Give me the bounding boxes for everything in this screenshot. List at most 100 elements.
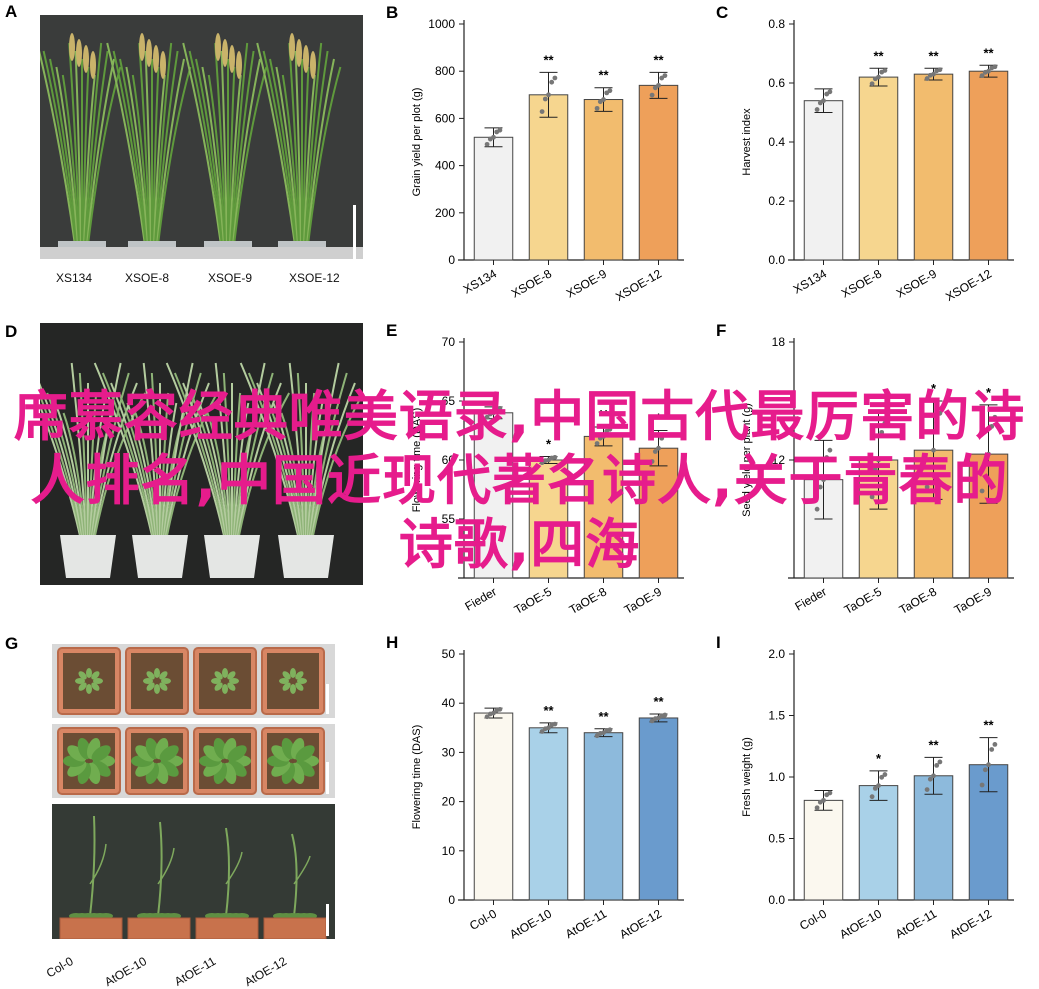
- replicate-point: [649, 92, 655, 98]
- replicate-point: [924, 76, 930, 81]
- rice-stem: [49, 58, 79, 248]
- replicate-point: [546, 92, 551, 98]
- wheat-stem: [237, 382, 282, 536]
- wheat-stem: [92, 372, 130, 536]
- rosette-leaf: [214, 682, 223, 691]
- rosette-leaf: [282, 682, 291, 691]
- flower-stem: [157, 847, 175, 885]
- wheat-stem: [54, 402, 85, 536]
- rosette-photo-mature: [52, 724, 335, 798]
- rosette-leaf: [159, 682, 168, 691]
- rosette-leaf: [91, 671, 100, 680]
- wheat-stem: [91, 362, 122, 536]
- bar: [638, 447, 679, 579]
- wheat-stem: [62, 412, 86, 536]
- rice-stem: [74, 50, 83, 248]
- rice-panicle: [222, 39, 228, 67]
- replicate-point: [927, 72, 933, 78]
- replicate-point: [872, 466, 878, 472]
- wheat-stem: [88, 392, 98, 536]
- y-tick-label: 0.6: [768, 76, 785, 90]
- panel-letter: H: [386, 633, 398, 652]
- rice-stem: [281, 74, 301, 248]
- replicate-point: [597, 435, 603, 441]
- x-tick-label: TaOE-9: [622, 584, 665, 617]
- rice-stem: [220, 50, 229, 248]
- wheat-stem: [94, 392, 146, 536]
- significance-mark: *: [876, 391, 882, 406]
- rosette-photo-young: [52, 644, 335, 718]
- rice-panicle: [236, 51, 242, 79]
- x-tick-label: XSOE-8: [509, 266, 554, 300]
- flower-stem: [225, 827, 230, 917]
- rosette-leaf: [135, 745, 155, 762]
- wheat-stem: [160, 392, 170, 536]
- rice-stem: [304, 50, 329, 248]
- rice-stem: [262, 50, 298, 248]
- pot: [58, 241, 106, 251]
- replicate-point: [924, 787, 930, 793]
- wheat-stem: [173, 372, 226, 536]
- rosette-leaf: [161, 678, 171, 684]
- rice-stem: [227, 66, 236, 248]
- replicate-point: [487, 411, 493, 417]
- wheat-stem: [280, 412, 304, 536]
- rosette-leaf: [282, 671, 291, 680]
- wheat-stem: [232, 392, 242, 536]
- wheat-stem: [165, 382, 210, 536]
- significance-mark: **: [653, 52, 664, 67]
- replicate-point: [992, 742, 998, 747]
- significance-mark: *: [876, 751, 882, 766]
- y-tick-label: 0.2: [768, 194, 785, 208]
- pot: [128, 241, 176, 251]
- wheat-stem: [247, 372, 300, 536]
- wheat-stem: [233, 402, 250, 536]
- rosette-leaf: [91, 682, 100, 691]
- replicate-point: [604, 428, 610, 434]
- rosette-leaf: [159, 745, 179, 762]
- wheat-stem: [235, 362, 266, 536]
- replicate-point: [827, 447, 833, 453]
- rice-plants-drawing: [40, 15, 363, 259]
- rice-stem: [61, 74, 81, 248]
- replicate-point: [659, 435, 665, 441]
- bar: [803, 100, 844, 261]
- flower-stem: [291, 833, 298, 917]
- wheat-stem: [89, 402, 106, 536]
- rice-stem: [214, 42, 228, 248]
- rice-stem: [83, 42, 103, 248]
- replicate-point: [934, 68, 940, 74]
- flower-stem: [89, 843, 107, 885]
- bar: [803, 799, 844, 901]
- rosette-leaf: [295, 682, 304, 691]
- rice-panicle: [153, 45, 159, 73]
- wheat-stem: [118, 392, 156, 536]
- bar: [583, 732, 624, 901]
- bar: [528, 727, 569, 901]
- panel-letter-a: A: [5, 2, 18, 21]
- wheat-stem: [142, 362, 159, 536]
- rosette-leaf: [93, 678, 103, 684]
- rosette-leaf: [91, 760, 111, 777]
- panel-letter: C: [716, 3, 728, 22]
- bar: [638, 84, 679, 261]
- replicate-point: [882, 772, 888, 777]
- rice-stem: [207, 74, 227, 248]
- photo-label: Col-0: [43, 954, 76, 981]
- panel-letter: E: [386, 321, 397, 340]
- flower-stem: [89, 815, 96, 917]
- replicate-point: [549, 722, 555, 728]
- replicate-point: [934, 420, 940, 425]
- rice-panicle: [296, 39, 302, 67]
- rice-stem: [231, 58, 261, 248]
- rosette-leaf: [295, 671, 304, 680]
- y-tick-label: 0.4: [768, 135, 785, 149]
- soil: [63, 653, 115, 709]
- rice-stem: [151, 66, 160, 248]
- y-tick-label: 40: [442, 696, 456, 710]
- replicate-point: [979, 488, 985, 494]
- rice-stem: [40, 50, 77, 248]
- wheat-stem: [78, 372, 88, 536]
- wheat-stem: [93, 362, 153, 536]
- significance-mark: *: [986, 385, 992, 400]
